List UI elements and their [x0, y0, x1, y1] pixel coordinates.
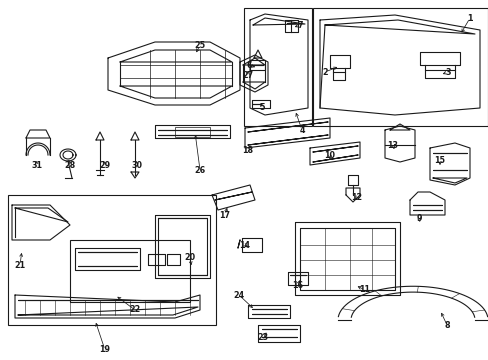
Text: 4: 4: [299, 126, 304, 135]
Text: 15: 15: [434, 156, 445, 165]
Text: 25: 25: [194, 41, 205, 50]
Bar: [244, 8, 311, 126]
Bar: [312, 8, 487, 126]
Bar: [175, 127, 209, 137]
Text: 3: 3: [445, 68, 450, 77]
Text: 30: 30: [131, 161, 142, 170]
Text: 8: 8: [443, 320, 449, 329]
Text: 11: 11: [359, 285, 370, 294]
Text: 18: 18: [242, 145, 253, 154]
Text: 16: 16: [292, 280, 303, 289]
Text: 20: 20: [184, 253, 195, 262]
Text: 23: 23: [257, 333, 268, 342]
Text: 9: 9: [415, 213, 421, 222]
Text: 28: 28: [64, 161, 76, 170]
Text: 6: 6: [246, 60, 251, 69]
Text: 29: 29: [99, 161, 110, 170]
Text: 12: 12: [351, 193, 362, 202]
Text: 13: 13: [386, 140, 398, 149]
Text: 17: 17: [219, 211, 230, 220]
Text: 7: 7: [297, 21, 302, 30]
Text: 14: 14: [239, 240, 250, 249]
Text: 2: 2: [322, 68, 327, 77]
Text: 24: 24: [233, 291, 244, 300]
Text: 19: 19: [99, 346, 110, 355]
Text: 27: 27: [242, 71, 253, 80]
Text: 31: 31: [31, 161, 42, 170]
Text: 26: 26: [194, 166, 205, 175]
Text: 1: 1: [467, 14, 472, 23]
Text: 5: 5: [259, 103, 264, 112]
Bar: [70, 240, 190, 302]
Text: 21: 21: [15, 261, 25, 270]
Bar: [8, 195, 216, 325]
Text: 10: 10: [324, 150, 335, 159]
Text: 22: 22: [129, 306, 141, 315]
